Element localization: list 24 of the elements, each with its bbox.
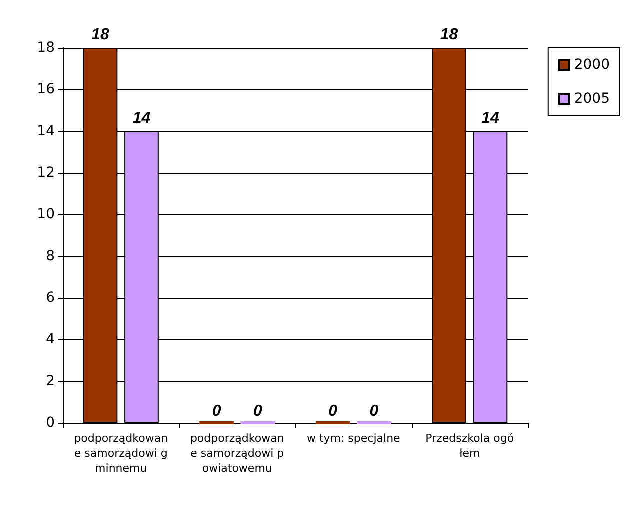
legend-label: 2000 bbox=[574, 57, 610, 73]
x-tick-label: w tym: specjalne bbox=[306, 432, 401, 445]
y-tick-label: 12 bbox=[37, 165, 55, 181]
data-label: 18 bbox=[440, 26, 458, 44]
data-label: 14 bbox=[482, 110, 500, 127]
y-tick-label: 2 bbox=[46, 373, 55, 390]
data-label: 0 bbox=[254, 403, 263, 420]
data-label: 18 bbox=[92, 26, 110, 44]
y-tick-label: 0 bbox=[46, 415, 55, 431]
x-tick-label: Przedszkola ogółem bbox=[426, 432, 514, 460]
data-label: 0 bbox=[328, 403, 338, 420]
legend-label: 2005 bbox=[574, 91, 610, 107]
data-label: 14 bbox=[132, 110, 151, 127]
y-tick-label: 16 bbox=[37, 82, 56, 98]
y-tick-label: 6 bbox=[46, 290, 56, 306]
x-tick-label: podporządkowane samorządowi gminnemu bbox=[74, 432, 168, 475]
x-tick-label: podporządkowane samorządowi powiatowemu bbox=[190, 432, 284, 475]
y-tick-label: 10 bbox=[37, 206, 55, 223]
y-tick-label: 4 bbox=[46, 332, 56, 348]
y-tick-label: 14 bbox=[37, 123, 56, 140]
y-tick-label: 18 bbox=[37, 40, 55, 56]
y-tick-label: 8 bbox=[46, 248, 55, 264]
data-label: 0 bbox=[370, 403, 379, 420]
data-label: 0 bbox=[212, 403, 222, 420]
